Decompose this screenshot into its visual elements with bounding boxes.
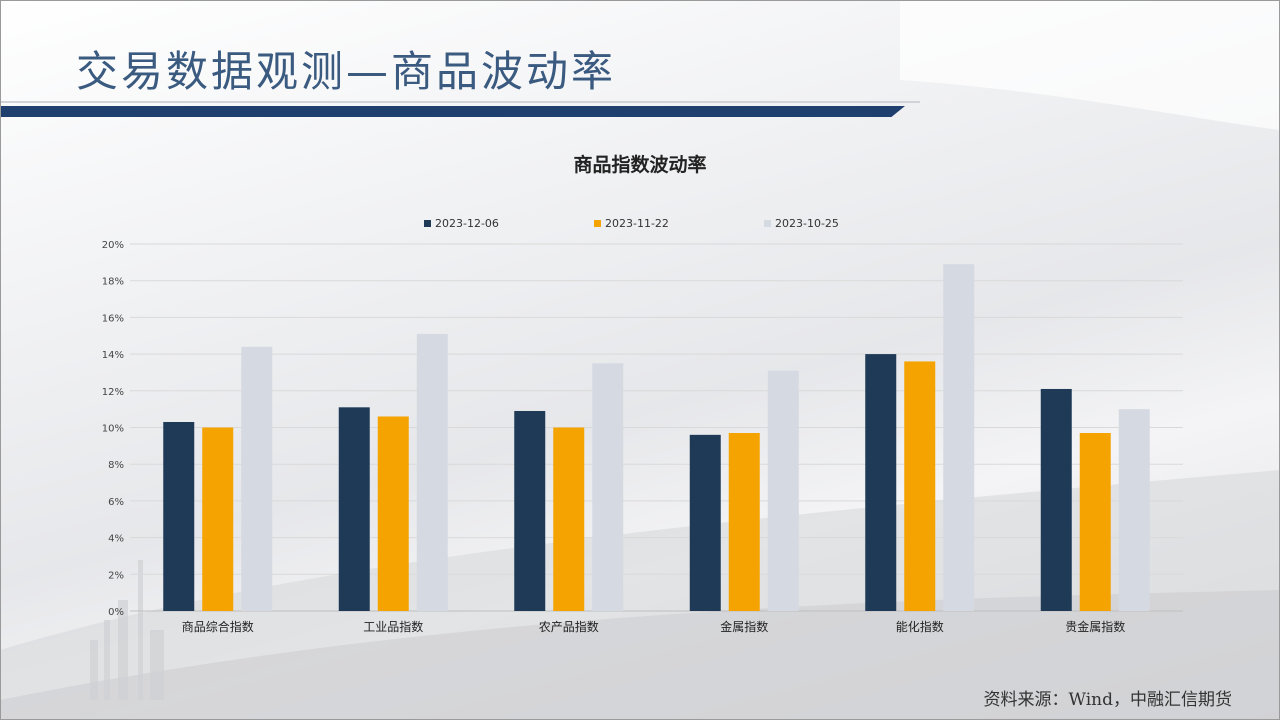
bar-1-3 bbox=[728, 433, 760, 611]
title-divider-thin bbox=[0, 101, 920, 103]
y-tick-label: 6% bbox=[108, 497, 124, 508]
source-note: 资料来源：Wind，中融汇信期货 bbox=[983, 690, 1232, 710]
x-tick-label: 工业品指数 bbox=[363, 619, 423, 634]
y-tick-label: 16% bbox=[102, 313, 124, 324]
legend-item-1: 2023-11-22 bbox=[594, 217, 669, 230]
legend-label-1: 2023-11-22 bbox=[605, 217, 669, 230]
bar-1-1 bbox=[377, 416, 409, 611]
x-tick-label: 商品综合指数 bbox=[182, 619, 254, 634]
bar-0-3 bbox=[689, 434, 721, 611]
y-tick-label: 0% bbox=[108, 607, 124, 618]
y-tick-label: 4% bbox=[108, 534, 124, 545]
bar-1-5 bbox=[1079, 433, 1111, 611]
chart-title: 商品指数波动率 bbox=[573, 154, 707, 176]
bar-2-3 bbox=[767, 370, 799, 611]
legend-label-0: 2023-12-06 bbox=[435, 217, 499, 230]
legend-item-0: 2023-12-06 bbox=[424, 217, 499, 230]
y-tick-label: 20% bbox=[102, 240, 124, 251]
y-tick-label: 2% bbox=[108, 570, 124, 581]
bar-1-2 bbox=[553, 427, 585, 611]
title-divider-band bbox=[0, 106, 905, 117]
x-tick-label: 农产品指数 bbox=[539, 619, 599, 634]
legend-swatch-0 bbox=[424, 220, 431, 227]
y-tick-label: 8% bbox=[108, 460, 124, 471]
y-tick-label: 10% bbox=[102, 424, 124, 435]
bar-2-2 bbox=[592, 363, 624, 611]
bar-1-0 bbox=[202, 427, 234, 611]
bar-2-4 bbox=[943, 264, 975, 611]
bar-2-0 bbox=[241, 346, 273, 611]
x-tick-label: 能化指数 bbox=[896, 619, 944, 634]
bar-0-4 bbox=[865, 354, 897, 611]
bar-2-5 bbox=[1118, 409, 1150, 611]
y-tick-label: 18% bbox=[102, 277, 124, 288]
bar-0-1 bbox=[338, 407, 370, 611]
bar-0-0 bbox=[163, 421, 195, 611]
legend-item-2: 2023-10-25 bbox=[764, 217, 839, 230]
legend-label-2: 2023-10-25 bbox=[775, 217, 839, 230]
bar-2-1 bbox=[416, 333, 448, 611]
y-tick-label: 12% bbox=[102, 387, 124, 398]
bar-0-5 bbox=[1040, 388, 1072, 611]
page-title: 交易数据观测—商品波动率 bbox=[76, 47, 617, 96]
x-tick-label: 金属指数 bbox=[720, 619, 768, 634]
y-tick-label: 14% bbox=[102, 350, 124, 361]
bar-0-2 bbox=[514, 410, 546, 611]
legend-swatch-2 bbox=[764, 220, 771, 227]
x-tick-label: 贵金属指数 bbox=[1065, 619, 1125, 634]
legend-swatch-1 bbox=[594, 220, 601, 227]
bar-1-4 bbox=[904, 361, 936, 611]
